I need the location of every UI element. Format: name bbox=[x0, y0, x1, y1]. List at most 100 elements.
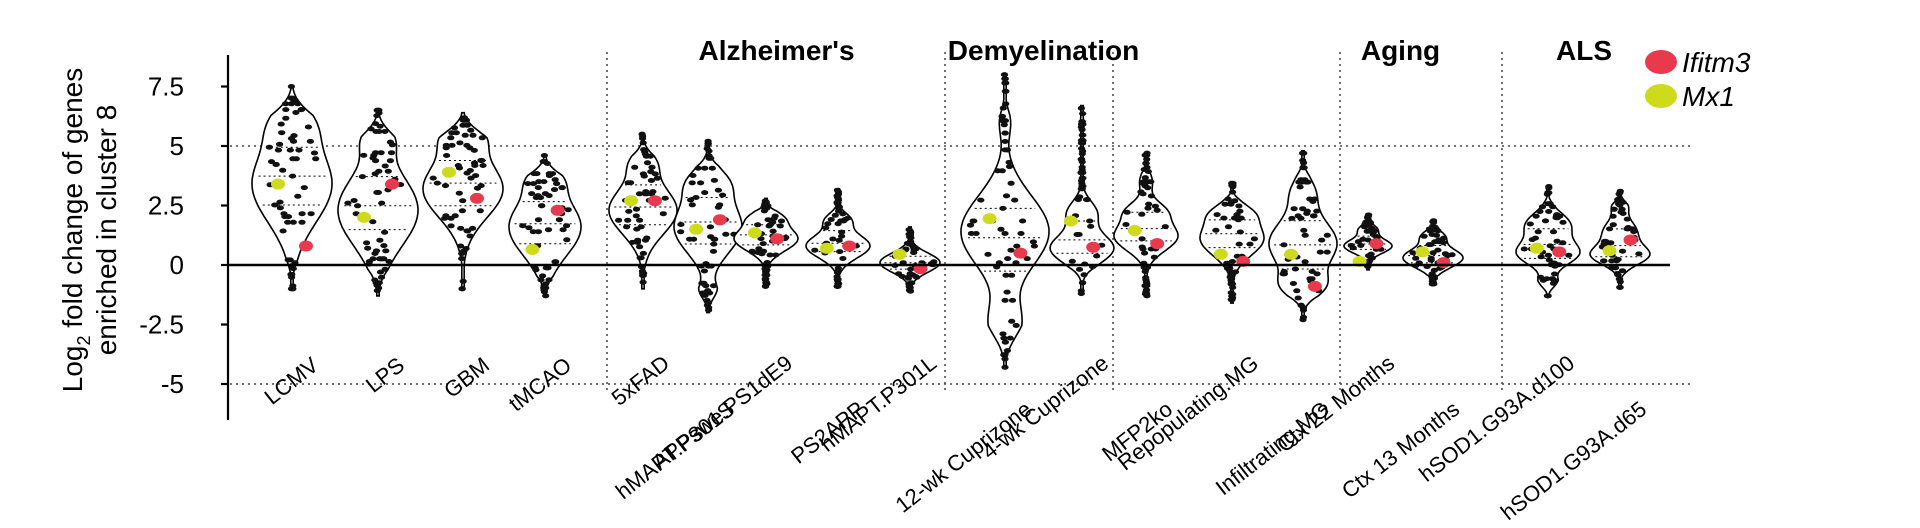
category-label: 4-wk Cuprizone bbox=[977, 350, 1113, 464]
y-axis-title-line2: enriched in cluster 8 bbox=[91, 105, 122, 356]
gene-point bbox=[772, 252, 780, 258]
gene-point bbox=[1541, 218, 1550, 224]
gene-point bbox=[458, 286, 466, 292]
gene-point bbox=[763, 272, 771, 278]
gene-point bbox=[1001, 356, 1009, 362]
gene-point bbox=[1228, 180, 1236, 186]
gene-point bbox=[639, 250, 648, 256]
gene-point bbox=[376, 123, 384, 129]
gene-point bbox=[447, 135, 455, 141]
category-label: GBM bbox=[439, 352, 494, 403]
gene-point bbox=[834, 265, 842, 271]
gene-point bbox=[710, 241, 718, 247]
highlight-point-ifitm3 bbox=[842, 240, 857, 252]
gene-point bbox=[1087, 223, 1095, 229]
gene-point bbox=[545, 277, 553, 283]
gene-point bbox=[267, 159, 276, 165]
gene-point bbox=[381, 163, 389, 169]
gene-point bbox=[999, 331, 1007, 337]
gene-point bbox=[1545, 190, 1553, 196]
gene-point bbox=[459, 198, 467, 204]
gene-point bbox=[287, 271, 295, 277]
violin-group bbox=[1199, 180, 1265, 304]
gene-point bbox=[377, 274, 386, 280]
gene-point bbox=[1607, 240, 1615, 246]
gene-point bbox=[540, 179, 548, 185]
gene-point bbox=[545, 193, 553, 199]
gene-point bbox=[1151, 203, 1159, 209]
gene-point bbox=[710, 283, 718, 289]
gene-point bbox=[360, 152, 368, 158]
gene-point bbox=[999, 105, 1007, 111]
gene-point bbox=[1144, 205, 1152, 211]
gene-point bbox=[372, 248, 381, 254]
highlight-point-mx1 bbox=[892, 248, 907, 260]
gene-point bbox=[525, 225, 533, 231]
gene-point bbox=[709, 248, 718, 254]
gene-point bbox=[748, 248, 756, 254]
gene-point bbox=[904, 274, 912, 280]
gene-point bbox=[1078, 132, 1086, 138]
gene-point bbox=[639, 140, 647, 146]
gene-point bbox=[636, 244, 644, 250]
gene-point bbox=[1427, 257, 1435, 263]
violin-group bbox=[1589, 188, 1651, 290]
gene-point bbox=[635, 191, 644, 197]
gene-point bbox=[1538, 204, 1547, 210]
group-separators bbox=[606, 52, 1503, 390]
gene-point bbox=[1002, 88, 1010, 94]
gene-point bbox=[1426, 228, 1434, 234]
gene-point bbox=[350, 198, 358, 203]
gene-point bbox=[835, 208, 843, 214]
gene-point bbox=[1313, 208, 1321, 214]
gene-point bbox=[839, 256, 847, 261]
gene-point bbox=[831, 212, 839, 218]
gene-point bbox=[1077, 291, 1085, 297]
gene-point bbox=[284, 214, 293, 220]
gene-point bbox=[1289, 281, 1297, 286]
gene-point bbox=[1429, 250, 1437, 256]
gene-point bbox=[1143, 152, 1151, 158]
category-label: LCMV bbox=[260, 352, 324, 410]
gene-point bbox=[378, 200, 386, 206]
highlight-point-mx1 bbox=[1127, 225, 1142, 236]
gene-point bbox=[1228, 281, 1236, 287]
gene-point bbox=[833, 187, 842, 193]
gene-point bbox=[1161, 224, 1169, 230]
gene-point bbox=[1076, 194, 1084, 200]
gene-point bbox=[1553, 212, 1561, 218]
gene-point bbox=[688, 202, 696, 208]
gene-point bbox=[766, 252, 774, 258]
gene-point bbox=[458, 208, 466, 214]
gene-point bbox=[776, 223, 784, 229]
highlight-point-mx1 bbox=[1529, 242, 1544, 254]
gene-point bbox=[1365, 212, 1373, 218]
gene-point bbox=[755, 246, 763, 252]
gene-point bbox=[1304, 179, 1312, 185]
category-label: Ctx 22 Months bbox=[1272, 350, 1399, 457]
gene-point bbox=[386, 158, 394, 164]
gene-point bbox=[1545, 257, 1553, 263]
gene-point bbox=[722, 231, 730, 237]
gene-point bbox=[1139, 246, 1147, 252]
gene-point bbox=[1141, 291, 1149, 297]
gene-point bbox=[1280, 242, 1288, 248]
gene-point bbox=[1614, 257, 1622, 262]
gene-point bbox=[838, 233, 846, 239]
gene-point bbox=[1434, 247, 1442, 253]
gene-point bbox=[1078, 183, 1086, 189]
gene-point bbox=[642, 189, 650, 195]
gene-point bbox=[1078, 178, 1086, 184]
gene-point bbox=[344, 200, 352, 206]
highlight-point-ifitm3 bbox=[1436, 257, 1451, 269]
gene-point bbox=[548, 171, 557, 177]
gene-point bbox=[1549, 229, 1558, 235]
highlight-point-mx1 bbox=[1415, 246, 1430, 258]
gene-point bbox=[834, 276, 842, 282]
gene-point bbox=[1306, 276, 1314, 282]
gene-point bbox=[307, 211, 315, 217]
gene-point bbox=[640, 147, 648, 153]
gene-point bbox=[1008, 297, 1017, 303]
gene-point bbox=[651, 171, 659, 177]
gene-point bbox=[1078, 280, 1086, 286]
